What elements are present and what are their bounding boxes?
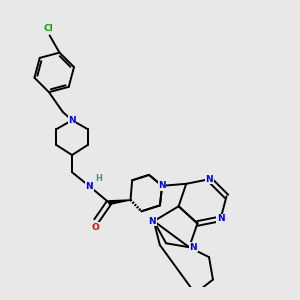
Text: N: N [217, 214, 224, 223]
Text: N: N [68, 116, 76, 125]
Text: Cl: Cl [43, 24, 53, 33]
Text: N: N [158, 181, 166, 190]
Text: O: O [92, 223, 100, 232]
Text: N: N [148, 217, 156, 226]
Text: N: N [206, 175, 213, 184]
Text: N: N [85, 182, 93, 190]
Polygon shape [109, 200, 130, 204]
Text: H: H [96, 174, 103, 183]
Text: N: N [189, 243, 197, 252]
